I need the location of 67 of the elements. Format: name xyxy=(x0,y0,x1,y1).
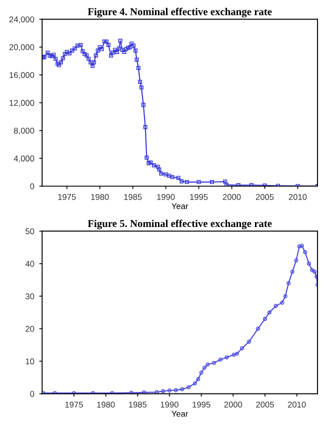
point xyxy=(280,300,284,305)
point xyxy=(310,268,314,272)
y-tick-label: 30 xyxy=(26,293,34,300)
x-tick-label: 1990 xyxy=(157,194,175,200)
point xyxy=(240,346,244,350)
point xyxy=(224,355,229,360)
point xyxy=(256,326,260,331)
point xyxy=(312,270,317,274)
y-tick-label: 20,000 xyxy=(9,44,34,52)
y-tick-label: 0 xyxy=(30,390,34,397)
x-tick-label: 1985 xyxy=(124,194,142,200)
x-tick-label: 2005 xyxy=(256,402,274,408)
x-tick-label: 2000 xyxy=(224,402,242,408)
x-tick-label: 1995 xyxy=(192,402,210,408)
x-tick-label: 1975 xyxy=(65,402,83,408)
y-tick-label: 20 xyxy=(26,326,34,332)
point xyxy=(300,244,304,248)
point xyxy=(186,385,191,390)
x-tick-label: 2010 xyxy=(288,402,306,408)
y-tick-label: 50 xyxy=(26,228,34,234)
point xyxy=(290,270,294,274)
point xyxy=(180,387,184,392)
point xyxy=(202,366,207,370)
point xyxy=(167,388,172,393)
point xyxy=(212,360,216,365)
chart-title: Figure 5. Nominal effective exchange rate xyxy=(88,220,272,230)
point xyxy=(218,358,222,362)
x-tick-label: 1995 xyxy=(190,194,208,200)
y-tick-label: 0 xyxy=(30,183,34,190)
x-tick-label: 1990 xyxy=(160,402,178,408)
chart-title: Figure 4. Nominal effective exchange rate xyxy=(88,8,272,18)
point xyxy=(234,352,239,356)
y-tick-label: 8,000 xyxy=(14,128,34,135)
y-tick-label: 40 xyxy=(25,260,34,267)
x-tick-label: 1980 xyxy=(91,194,109,200)
x-axis-title: Year xyxy=(172,410,188,417)
point xyxy=(192,381,197,386)
y-tick-label: 24,000 xyxy=(9,16,34,24)
point xyxy=(262,316,268,321)
y-tick-label: 4,000 xyxy=(14,156,34,162)
point xyxy=(199,370,204,375)
point xyxy=(154,390,159,394)
x-tick-label: 1980 xyxy=(97,402,115,408)
point xyxy=(286,281,291,286)
point xyxy=(294,258,298,262)
point xyxy=(306,262,311,266)
point xyxy=(142,390,146,394)
point xyxy=(196,377,200,382)
x-tick-label: 2000 xyxy=(222,194,241,200)
x-tick-label: 1975 xyxy=(58,194,76,200)
point xyxy=(267,310,272,314)
x-tick-label: 2010 xyxy=(288,194,307,200)
point xyxy=(232,352,236,357)
point xyxy=(206,362,210,366)
point xyxy=(247,340,252,344)
point xyxy=(283,294,288,298)
point xyxy=(297,244,302,248)
y-tick-label: 16,000 xyxy=(10,72,34,79)
point xyxy=(161,389,166,394)
point xyxy=(274,304,278,308)
point xyxy=(303,250,308,254)
x-tick-label: 1985 xyxy=(129,402,147,408)
x-tick-label: 2005 xyxy=(256,194,274,200)
y-tick-label: 10 xyxy=(26,358,34,364)
y-tick-label: 12,000 xyxy=(10,100,34,107)
point xyxy=(174,388,178,392)
x-axis-title: Year xyxy=(172,203,188,210)
